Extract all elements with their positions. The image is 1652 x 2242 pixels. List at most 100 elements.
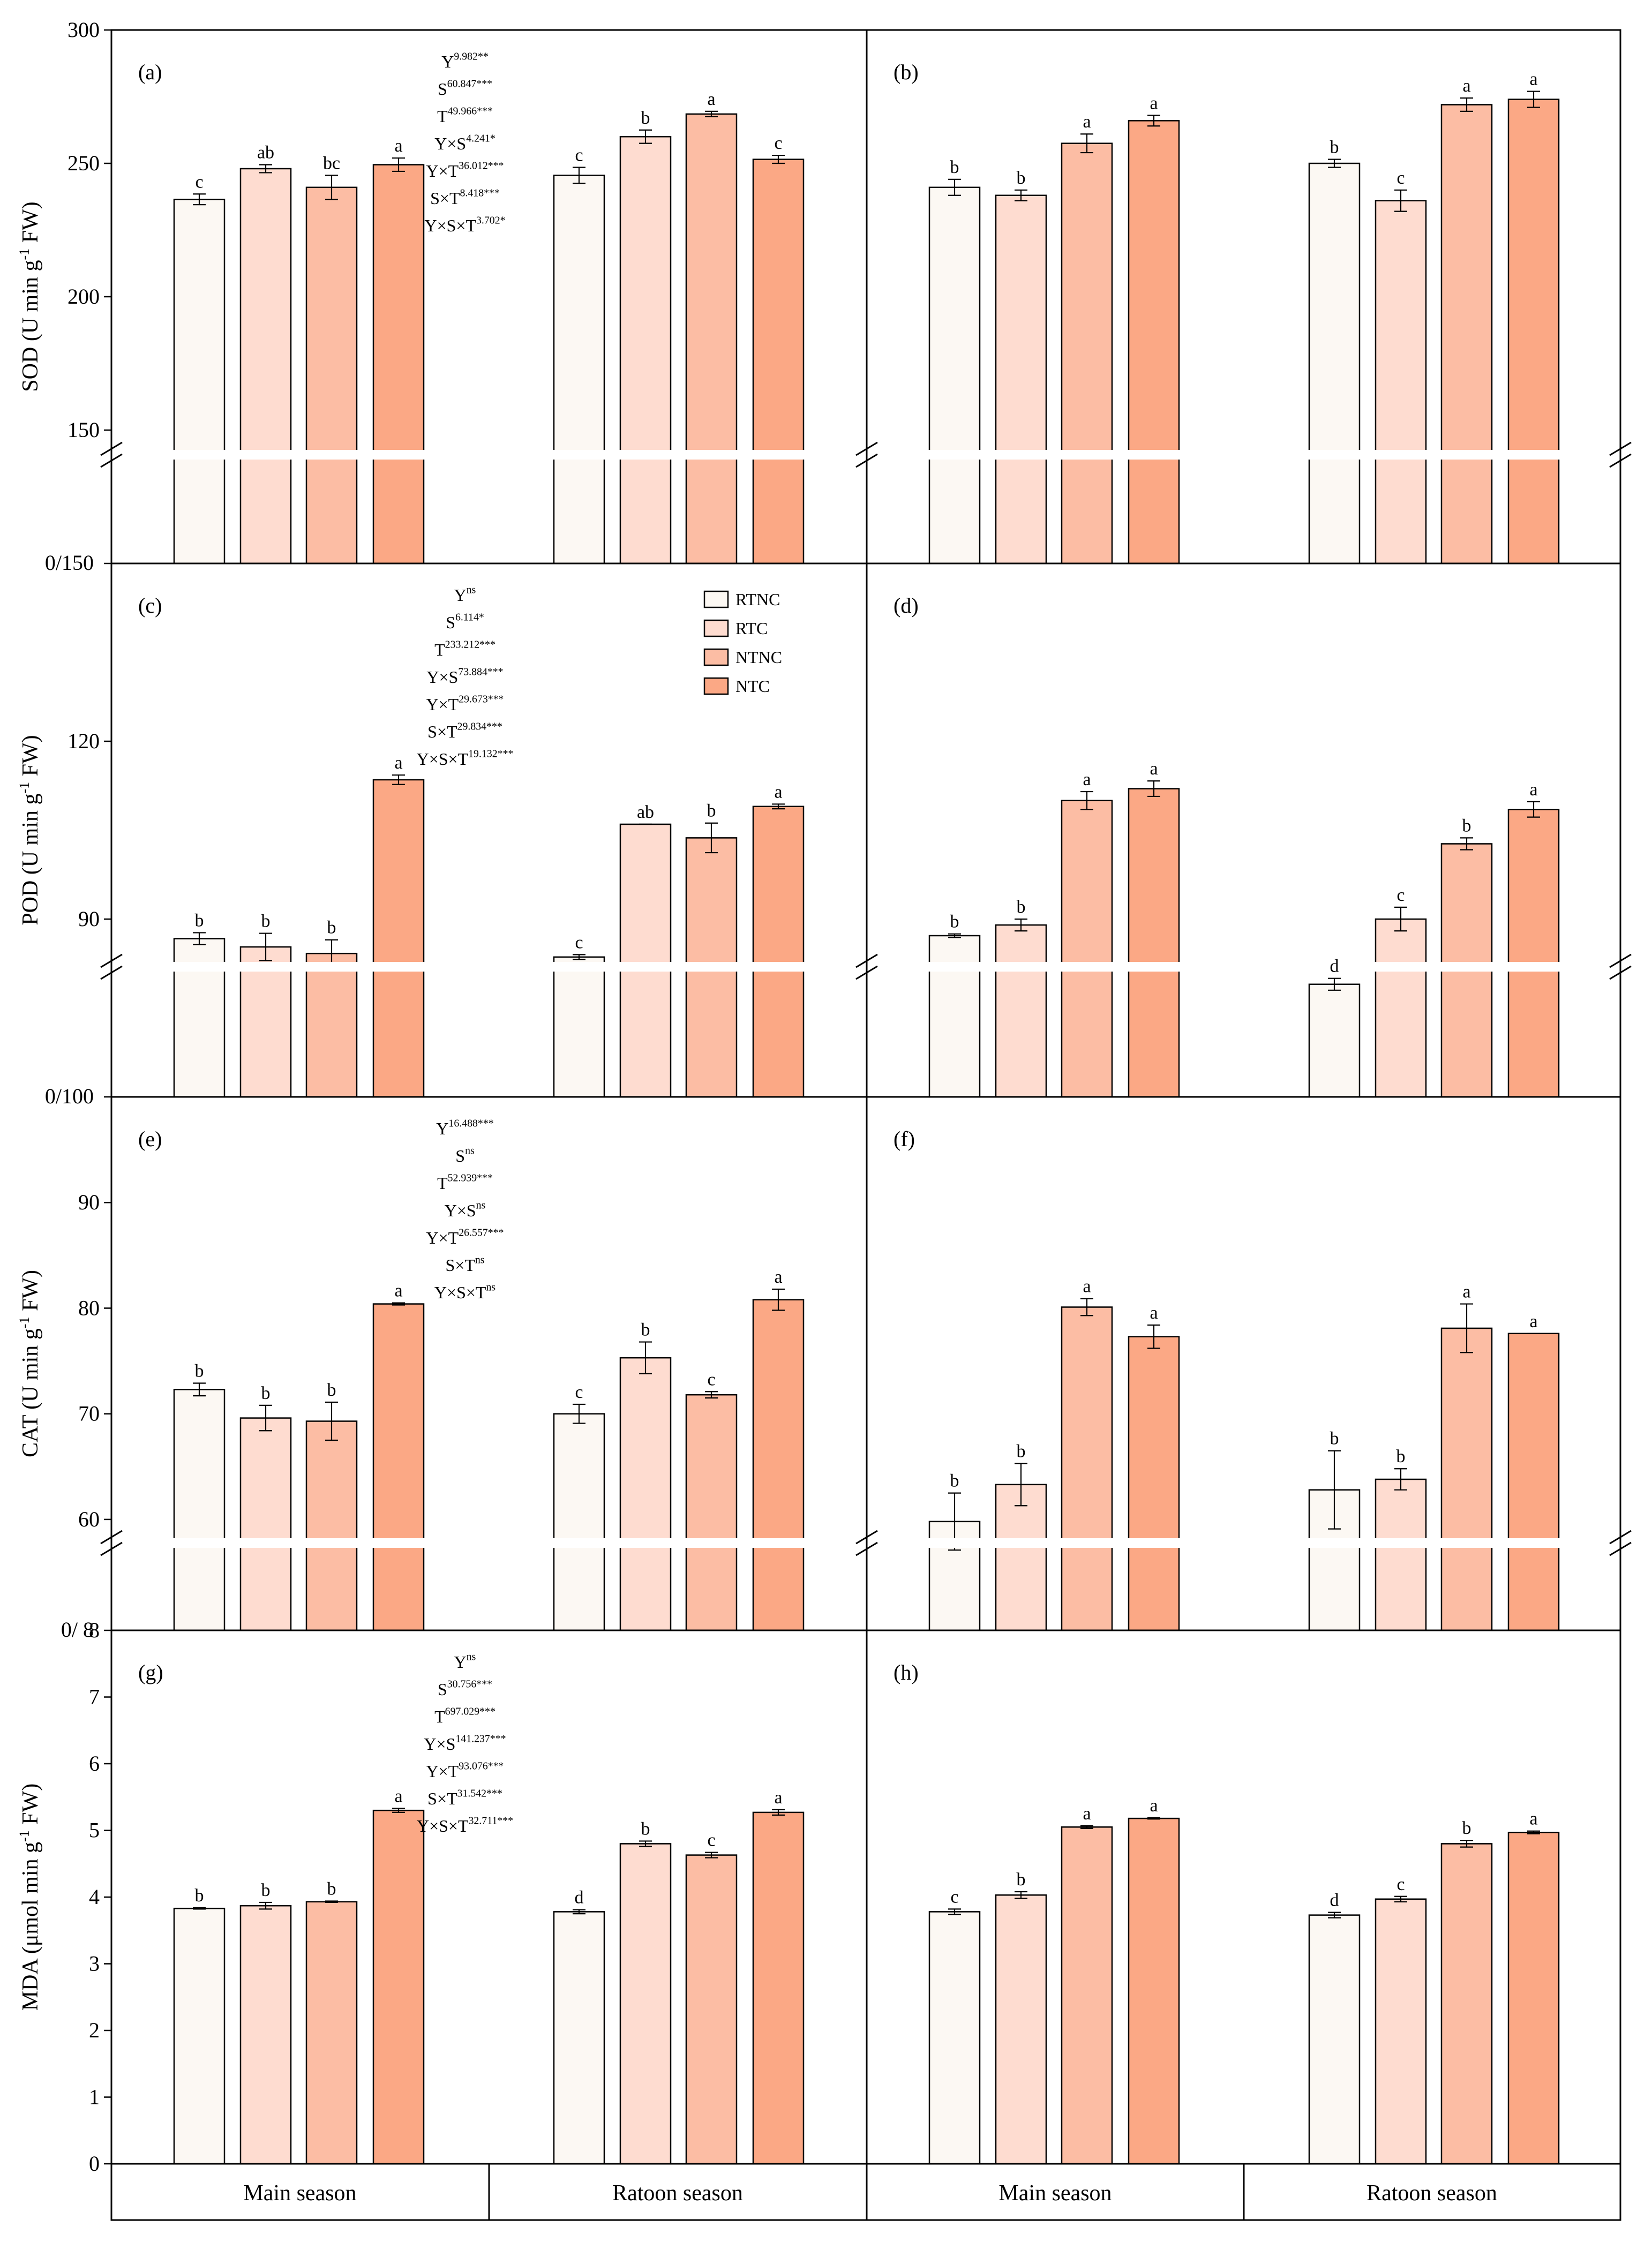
- legend-swatch-ntnc: [703, 648, 729, 666]
- frame-layer: [104, 29, 1621, 2221]
- y-tick-label-g-4: 4: [89, 1885, 100, 1909]
- error-bar-e-ratoon-ntc: [772, 1288, 785, 1311]
- error-bar-d-ratoon-rtc: [1394, 906, 1407, 932]
- x-category-label-3: Main season: [998, 2181, 1112, 2206]
- significance-letter-h-main-ntnc: a: [1083, 1804, 1091, 1824]
- significance-letter-c-ratoon-rtc: ab: [637, 802, 654, 822]
- significance-letter-b-ratoon-ntnc: a: [1462, 76, 1470, 96]
- bar-a-main-rtnc: [173, 198, 226, 565]
- axis-breaks-layer: [100, 441, 1632, 1556]
- axis-break-label-row-3: 0/ 8: [61, 1617, 94, 1642]
- bar-b-ratoon-ntc: [1507, 99, 1560, 565]
- error-bar-b-main-rtnc: [948, 178, 961, 196]
- error-bar-f-ratoon-rtnc: [1328, 1450, 1341, 1530]
- legend-label-ntc: NTC: [735, 676, 770, 696]
- significance-letter-b-main-ntc: a: [1150, 93, 1158, 113]
- significance-letter-b-ratoon-rtc: c: [1396, 168, 1405, 188]
- error-bar-b-main-rtc: [1015, 189, 1027, 201]
- error-bar-a-main-ntc: [392, 157, 405, 172]
- panel-label-a: (a): [138, 60, 162, 84]
- error-bar-d-ratoon-ntc: [1527, 801, 1540, 818]
- error-bar-d-main-ntc: [1147, 780, 1160, 798]
- bar-d-main-rtnc: [928, 935, 981, 1098]
- bar-e-ratoon-rtc: [619, 1357, 672, 1631]
- significance-letter-e-ratoon-ntc: a: [774, 1267, 782, 1287]
- stats-line-g-6: S×T31.542***: [427, 1788, 502, 1808]
- bar-b-ratoon-rtnc: [1308, 162, 1361, 565]
- error-bar-e-main-ntc: [392, 1302, 405, 1306]
- significance-letter-e-ratoon-ntnc: c: [707, 1370, 715, 1389]
- legend-swatch-ntc: [703, 677, 729, 695]
- y-tick-label-a-250: 250: [67, 151, 100, 175]
- bar-g-main-ntc: [372, 1809, 425, 2165]
- bar-h-main-ntc: [1128, 1817, 1180, 2165]
- error-bar-a-main-rtc: [259, 164, 272, 174]
- significance-letter-a-main-rtnc: c: [195, 172, 203, 192]
- bar-g-main-rtnc: [173, 1907, 226, 2165]
- significance-letter-g-ratoon-rtc: b: [641, 1819, 650, 1839]
- error-bar-c-main-ntc: [392, 774, 405, 785]
- significance-letter-f-ratoon-ntnc: a: [1462, 1282, 1470, 1302]
- stats-line-e-3: T52.939***: [437, 1172, 493, 1193]
- axis-break-band-d: [862, 962, 1618, 972]
- significance-letter-h-ratoon-ntnc: b: [1462, 1818, 1471, 1838]
- stats-line-e-4: Y×Sns: [445, 1200, 486, 1220]
- stats-line-c-3: T233.212***: [434, 639, 495, 659]
- bar-h-ratoon-ntc: [1507, 1831, 1560, 2165]
- significance-letter-e-main-ntnc: b: [327, 1380, 336, 1400]
- error-bar-e-main-rtnc: [193, 1382, 206, 1397]
- y-axis-label-e: CAT (U min g-1 FW): [17, 1270, 43, 1457]
- significance-letter-f-main-ntc: a: [1150, 1303, 1158, 1323]
- y-tick-label-e-80: 80: [78, 1296, 100, 1320]
- bar-e-ratoon-rtnc: [553, 1413, 605, 1631]
- error-bar-a-main-ntnc: [325, 175, 338, 200]
- bar-a-ratoon-rtc: [619, 136, 672, 565]
- error-bar-b-main-ntnc: [1080, 133, 1093, 154]
- bar-g-ratoon-rtc: [619, 1843, 672, 2165]
- axis-break-label-row-1: 0/150: [45, 551, 94, 575]
- significance-letter-c-main-ntc: a: [394, 753, 402, 773]
- stats-line-g-3: T697.029***: [434, 1706, 495, 1726]
- bar-d-main-ntc: [1128, 788, 1180, 1098]
- significance-letter-f-main-ntnc: a: [1083, 1277, 1091, 1297]
- significance-letter-h-main-ntc: a: [1150, 1796, 1158, 1816]
- significance-letter-a-main-rtc: ab: [257, 142, 274, 162]
- error-bar-h-ratoon-rtnc: [1328, 1912, 1341, 1919]
- bar-e-main-ntnc: [305, 1420, 358, 1631]
- bar-h-ratoon-rtnc: [1308, 1914, 1361, 2165]
- significance-letter-c-ratoon-ntc: a: [774, 782, 782, 802]
- error-bar-d-main-rtc: [1015, 918, 1027, 932]
- significance-letter-a-ratoon-ntnc: a: [707, 89, 715, 109]
- bar-b-main-rtc: [995, 194, 1047, 565]
- stats-line-g-5: Y×T93.076***: [426, 1761, 504, 1781]
- significance-letter-c-main-ntnc: b: [327, 918, 336, 938]
- significance-letter-g-ratoon-ntnc: c: [707, 1831, 715, 1850]
- y-tick-label-c-120: 120: [67, 729, 100, 753]
- significance-letter-a-ratoon-rtc: b: [641, 108, 650, 128]
- axis-break-label-row-2: 0/100: [45, 1084, 94, 1108]
- significance-letter-f-main-rtc: b: [1017, 1441, 1026, 1461]
- bar-e-main-ntc: [372, 1303, 425, 1631]
- stats-line-g-4: Y×S141.237***: [424, 1733, 506, 1754]
- error-bar-h-ratoon-rtc: [1394, 1895, 1407, 1902]
- significance-letter-g-main-ntnc: b: [327, 1879, 336, 1899]
- significance-letter-h-ratoon-ntc: a: [1529, 1809, 1537, 1829]
- error-bar-h-main-rtc: [1015, 1891, 1027, 1899]
- significance-letter-d-main-ntnc: a: [1083, 770, 1091, 789]
- error-bar-c-main-rtnc: [193, 932, 206, 945]
- y-tick-label-g-2: 2: [89, 2018, 100, 2042]
- bar-d-main-rtc: [995, 924, 1047, 1098]
- error-bar-e-ratoon-ntnc: [705, 1391, 718, 1399]
- bar-a-ratoon-rtnc: [553, 175, 605, 565]
- y-tick-label-g-8: 8: [89, 1618, 100, 1642]
- significance-letter-g-ratoon-ntc: a: [774, 1788, 782, 1808]
- error-bar-f-main-ntnc: [1080, 1298, 1093, 1316]
- bar-e-ratoon-ntc: [752, 1299, 805, 1631]
- error-bar-b-ratoon-ntnc: [1460, 97, 1473, 112]
- bar-h-ratoon-ntnc: [1440, 1843, 1493, 2165]
- stats-line-e-1: Y16.488***: [436, 1118, 493, 1138]
- significance-letter-f-ratoon-rtnc: b: [1330, 1429, 1339, 1449]
- bar-e-main-rtnc: [173, 1389, 226, 1631]
